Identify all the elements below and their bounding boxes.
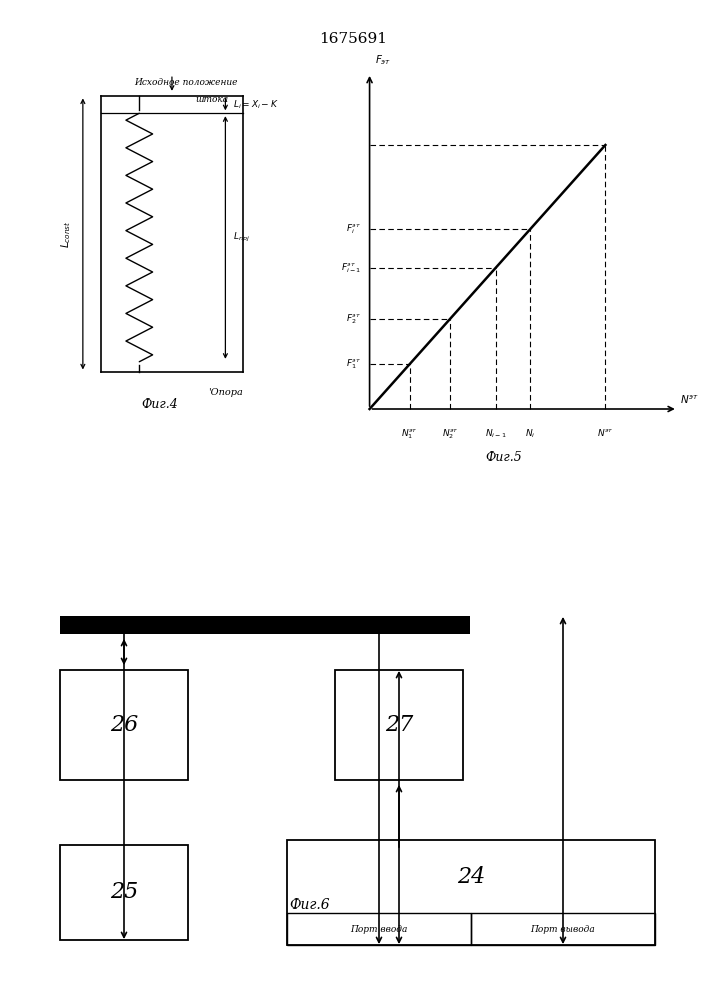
Text: 25: 25: [110, 882, 138, 904]
Text: Фиг.4: Фиг.4: [141, 398, 178, 411]
Text: $N_1^{эт}$: $N_1^{эт}$: [402, 427, 418, 441]
Text: Фиг.6: Фиг.6: [290, 898, 330, 912]
Text: $L_{npj}$: $L_{npj}$: [233, 231, 250, 244]
Text: $N_2^{эт}$: $N_2^{эт}$: [442, 427, 458, 441]
Text: $F_{эт}$: $F_{эт}$: [375, 53, 391, 67]
Text: $F_2^{эт}$: $F_2^{эт}$: [346, 312, 361, 326]
Text: 27: 27: [385, 714, 413, 736]
Text: $N_i$: $N_i$: [525, 427, 536, 440]
Text: $L_i = X_i - K$: $L_i = X_i - K$: [233, 98, 279, 111]
Bar: [60, 845, 188, 940]
Text: 26: 26: [110, 714, 138, 736]
Bar: [60, 616, 470, 634]
Text: $L_{const}$: $L_{const}$: [59, 220, 74, 248]
Bar: [287, 913, 471, 945]
Text: 'Опора: 'Опора: [209, 388, 243, 397]
Bar: [287, 840, 655, 945]
Bar: [335, 670, 463, 780]
Text: $N^{эт}$: $N^{эт}$: [680, 394, 699, 406]
Text: 24: 24: [457, 866, 485, 888]
Text: $F_{i-1}^{эт}$: $F_{i-1}^{эт}$: [341, 261, 361, 275]
Text: 1675691: 1675691: [320, 32, 387, 46]
Text: Фиг.5: Фиг.5: [485, 451, 522, 464]
Bar: [471, 913, 655, 945]
Text: штока: штока: [195, 96, 228, 104]
Bar: [60, 670, 188, 780]
Text: $F_1^{эт}$: $F_1^{эт}$: [346, 357, 361, 371]
Text: $N_{i-1}$: $N_{i-1}$: [485, 427, 506, 440]
Text: $N^{эт}$: $N^{эт}$: [597, 427, 614, 438]
Text: Порт ввода: Порт ввода: [350, 924, 408, 934]
Text: Порт вывода: Порт вывода: [531, 924, 595, 934]
Text: Исходное положение: Исходное положение: [134, 78, 238, 87]
Text: $F_i^{эт}$: $F_i^{эт}$: [346, 222, 361, 236]
